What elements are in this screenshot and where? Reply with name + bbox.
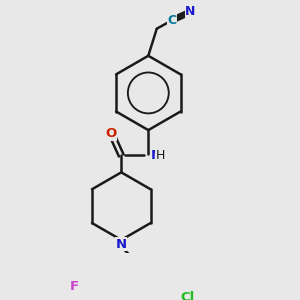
Text: H: H (155, 149, 165, 162)
Text: N: N (151, 149, 162, 162)
Text: F: F (69, 280, 78, 293)
Text: N: N (185, 5, 196, 18)
Text: Cl: Cl (180, 291, 194, 300)
Text: O: O (106, 127, 117, 140)
Text: C: C (167, 14, 176, 27)
Text: N: N (116, 238, 127, 251)
